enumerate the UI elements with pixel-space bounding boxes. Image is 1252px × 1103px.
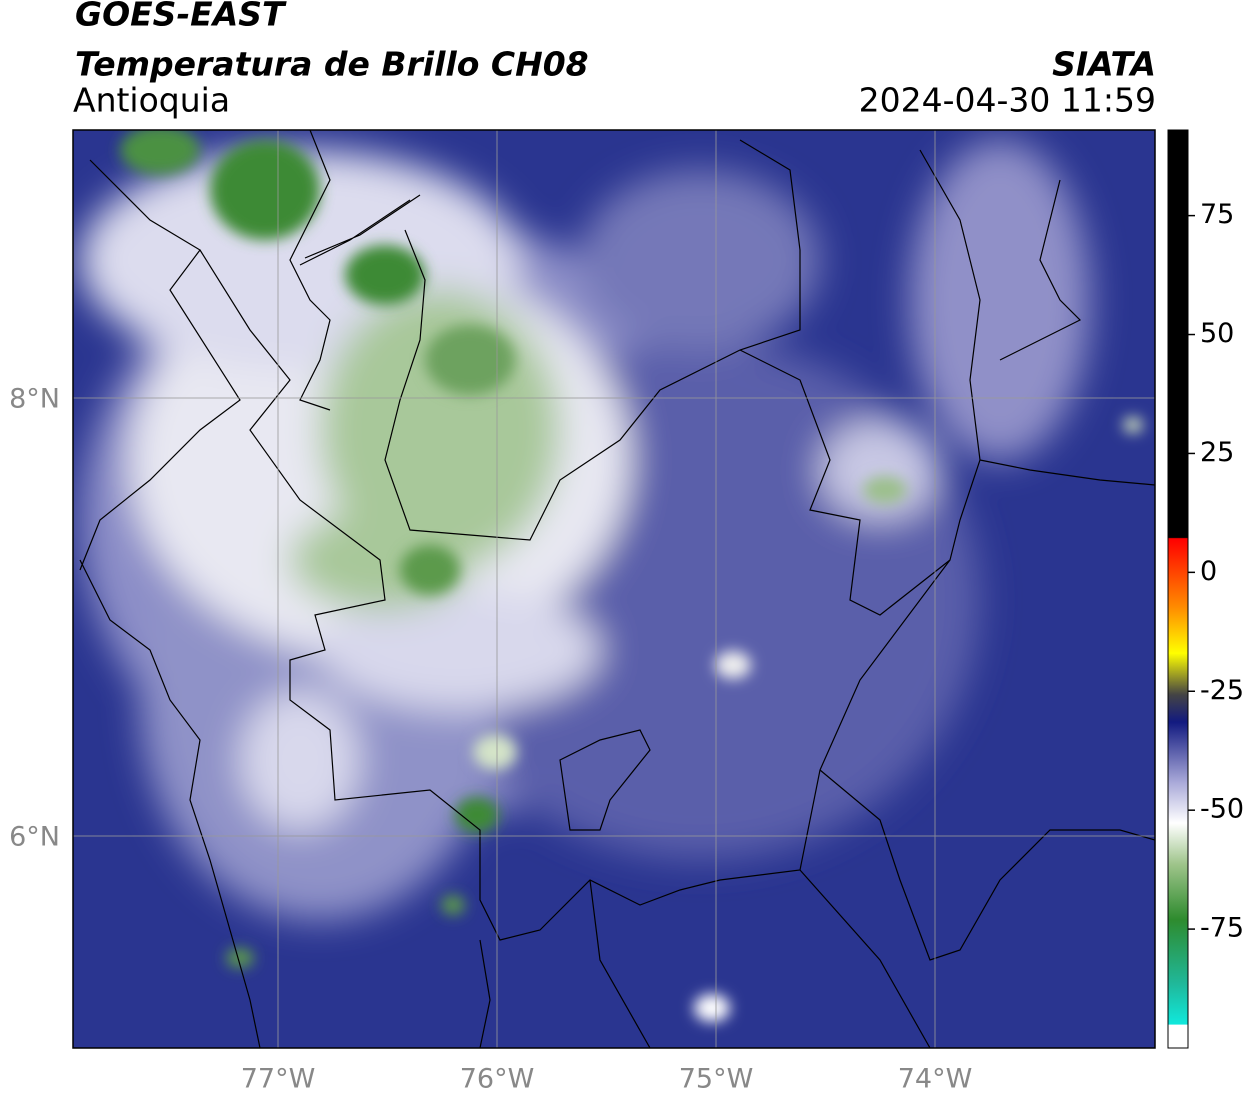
satellite-title: GOES-EAST [75, 0, 287, 34]
colorbar-tick-label: -50 [1200, 794, 1244, 825]
product-title: Temperatura de Brillo CH08 [75, 45, 589, 84]
source-label: SIATA [1052, 45, 1156, 84]
lon-label: 77°W [241, 1064, 316, 1095]
lon-label: 75°W [679, 1064, 754, 1095]
lon-label: 76°W [460, 1064, 535, 1095]
graticule [73, 130, 1155, 1048]
map-frame [72, 129, 1156, 1049]
colorbar-tick-label: 50 [1200, 318, 1234, 349]
lat-label: 8°N [9, 384, 60, 415]
colorbar [1167, 129, 1189, 1049]
colorbar-tick-label: 75 [1200, 199, 1234, 230]
colorbar-tick-label: 25 [1200, 437, 1234, 468]
datetime-label: 2024-04-30 11:59 [859, 81, 1156, 120]
satellite-image [73, 130, 1155, 1048]
colorbar-tick-label: 0 [1200, 556, 1217, 587]
colorbar-tick-label: -25 [1200, 675, 1244, 706]
lon-label: 74°W [898, 1064, 973, 1095]
colorbar-ticks: 75 50 25 0 -25 -50 -75 [1188, 199, 1244, 944]
lat-label: 6°N [9, 822, 60, 853]
region-label: Antioquia [73, 81, 230, 120]
colorbar-tick-label: -75 [1200, 913, 1244, 944]
